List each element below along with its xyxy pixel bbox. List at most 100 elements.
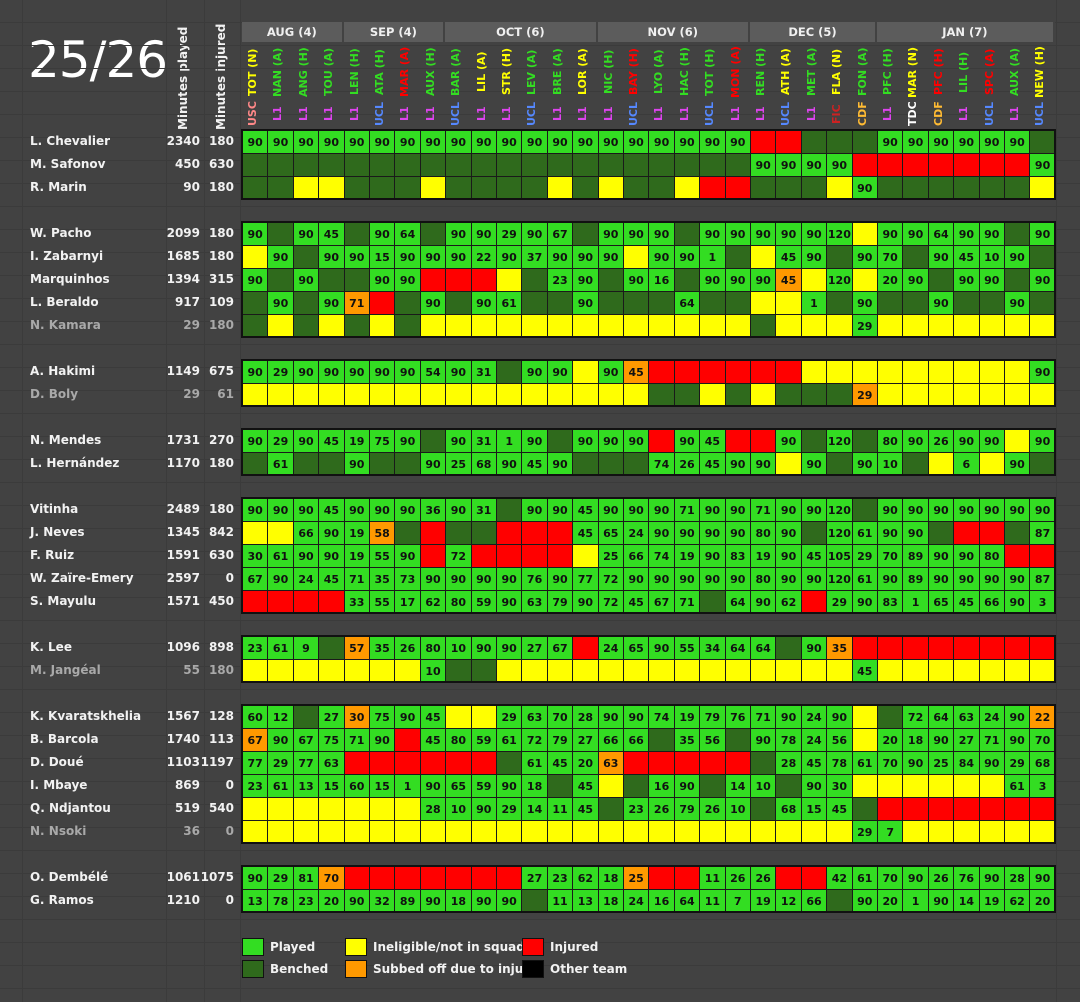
match-cell: 20 (318, 889, 345, 913)
match-cell (394, 728, 421, 752)
match-cell (648, 866, 675, 890)
match-cell: 19 (343, 429, 370, 453)
match-cell (318, 659, 345, 683)
competition-label: L1 (347, 106, 361, 122)
match-cell: 120 (826, 222, 853, 246)
match-cell (851, 268, 878, 292)
match-cell: 90 (953, 544, 980, 568)
minutes-played: 1685 (166, 249, 200, 263)
match-cell: 90 (1029, 222, 1056, 246)
match-cell: 90 (496, 130, 523, 154)
match-cell (521, 153, 548, 177)
match-cell: 23 (292, 889, 320, 913)
match-cell: 71 (673, 498, 701, 522)
match-cell: 90 (419, 245, 447, 269)
opponent-label: PFC (H) (931, 48, 945, 96)
match-cell (927, 153, 955, 177)
match-cell (521, 544, 548, 568)
match-cell: 90 (1029, 429, 1056, 453)
player-name: G. Ramos (30, 893, 94, 907)
match-cell (445, 866, 472, 890)
match-cell: 90 (496, 245, 523, 269)
match-cell: 20 (572, 751, 599, 775)
match-cell (470, 705, 497, 729)
match-cell (800, 130, 828, 154)
match-cell (343, 383, 370, 407)
match-cell: 90 (546, 245, 574, 269)
match-cell: 78 (267, 889, 294, 913)
match-cell (496, 659, 523, 683)
match-cell: 6 (953, 452, 980, 476)
match-cell (546, 383, 574, 407)
match-cell: 90 (445, 130, 472, 154)
match-cell (496, 820, 523, 844)
match-cell (1029, 130, 1056, 154)
match-cell: 1 (496, 429, 523, 453)
player-name: N. Kamara (30, 318, 101, 332)
match-cell: 1 (394, 774, 421, 798)
legend-swatch (242, 960, 264, 978)
grid-line (0, 114, 1080, 115)
match-cell: 61 (267, 452, 294, 476)
match-cell: 90 (800, 245, 828, 269)
match-cell: 90 (775, 521, 802, 545)
match-cell: 45 (953, 245, 980, 269)
match-cell: 90 (242, 360, 269, 384)
match-cell: 64 (724, 636, 751, 660)
grid-line (0, 206, 1080, 207)
match-cell: 90 (445, 567, 472, 591)
opponent-label: AUX (A) (1008, 48, 1021, 96)
opponent-label: STR (H) (500, 48, 513, 96)
match-cell (699, 360, 726, 384)
minutes-played: 2099 (166, 226, 200, 240)
match-cell (877, 176, 904, 200)
match-cell: 90 (953, 498, 980, 522)
match-cell: 90 (1004, 728, 1031, 752)
minutes-played: 2597 (166, 571, 200, 585)
match-cell (648, 291, 675, 315)
match-cell (369, 314, 396, 338)
match-cell (521, 291, 548, 315)
opponent-label: AUX (H) (423, 47, 437, 97)
match-cell: 120 (826, 268, 853, 292)
match-cell: 89 (902, 567, 929, 591)
match-cell: 79 (546, 590, 574, 614)
match-cell: 15 (369, 774, 396, 798)
competition-label: L1 (576, 106, 590, 122)
match-cell: 22 (1029, 705, 1056, 729)
match-cell: 45 (775, 245, 802, 269)
match-cell (648, 751, 675, 775)
match-cell: 90 (470, 797, 497, 821)
match-cell (343, 866, 370, 890)
match-cell (851, 797, 878, 821)
minutes-played: 90 (183, 180, 200, 194)
match-cell: 76 (953, 866, 980, 890)
match-cell (750, 383, 777, 407)
match-cell (343, 659, 370, 683)
match-cell: 90 (419, 889, 447, 913)
competition-label: UCL (982, 102, 996, 127)
match-cell: 90 (597, 130, 624, 154)
match-cell (673, 222, 701, 246)
match-cell (242, 153, 269, 177)
match-cell (877, 774, 904, 798)
grid-line (204, 0, 205, 1002)
grid-line (0, 68, 1080, 69)
match-cell: 29 (1004, 751, 1031, 775)
match-cell: 90 (318, 521, 345, 545)
match-cell (496, 268, 523, 292)
match-cell (953, 774, 980, 798)
match-cell (623, 659, 650, 683)
match-cell: 16 (648, 774, 675, 798)
match-cell (1029, 314, 1056, 338)
match-cell (877, 383, 904, 407)
match-cell: 72 (597, 590, 624, 614)
match-cell: 61 (851, 751, 878, 775)
match-cell (597, 176, 624, 200)
minutes-injured-header: Minutes injured (214, 23, 228, 130)
match-cell (623, 820, 650, 844)
match-cell (292, 314, 320, 338)
player-name: L. Hernández (30, 456, 120, 470)
match-cell: 90 (826, 153, 853, 177)
match-cell: 90 (673, 567, 701, 591)
